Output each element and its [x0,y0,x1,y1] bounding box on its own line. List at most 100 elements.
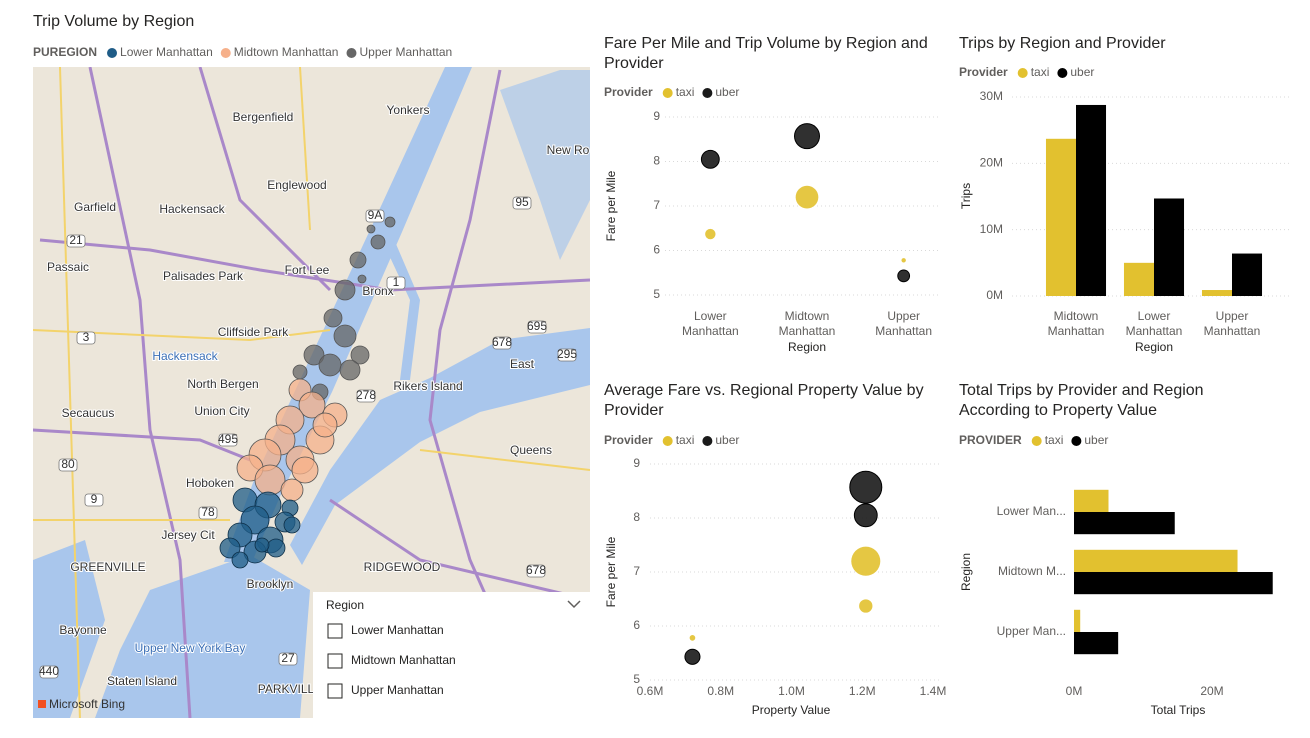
slicer-item[interactable]: Upper Manhattan [351,683,444,697]
slicer-item[interactable]: Midtown Manhattan [351,653,456,667]
place-label: Queens [510,443,552,457]
chart-title: Total Trips by Provider and Region Accor… [959,382,1204,419]
bar [1074,489,1109,512]
bubble [689,635,696,641]
map-bubble [266,538,286,558]
place-label: Garfield [74,200,116,214]
place-label: Brooklyn [247,577,294,591]
place-label: Passaic [47,260,89,274]
slicer-checkbox[interactable] [327,683,343,699]
road-shield [365,209,385,223]
map-bubble [370,234,386,250]
y-tick-label: 7 [653,198,660,212]
chart: PROVIDER taxi uber Total Trips Region 0M 20M Lo… [959,433,1273,717]
bar [1123,262,1154,296]
map-bubble [318,353,342,377]
map-bubble [254,464,286,496]
road-shield [526,564,546,578]
map-bubble [350,345,370,365]
chart-title: Trips by Region and Provider [959,35,1166,52]
map-title: Trip Volume by Region [33,13,195,30]
bar [1076,104,1107,297]
place-label: Englewood [267,178,326,192]
place-label: Cliffside Park [218,325,289,339]
chart: Provider taxi uber Region Fare per Mile 5 6 7 8 9… [604,85,940,354]
map-bubble [323,308,343,328]
place-label: Fort Lee [285,263,330,277]
bar [1074,632,1119,655]
bar [1074,512,1175,535]
legend-label: uber [715,433,739,447]
y-axis-title: Fare per Mile [604,536,618,607]
bar [1074,572,1273,595]
road-shield-label: 678 [526,563,546,577]
road-shield [198,506,218,520]
x-tick-label: Upper Manhattan [875,309,932,338]
map-bubble [292,364,308,380]
map-bubble [219,537,241,559]
map-bubble [291,456,319,484]
y-tick-label: 9 [653,109,660,123]
water [500,70,590,260]
y-tick-label: 30M [980,89,1003,103]
legend-label: uber [1070,65,1094,79]
y-axis-title: Fare per Mile [604,170,618,241]
legend-marker [1031,436,1042,446]
bar [1074,609,1081,632]
map-bubble [280,478,304,502]
map-bubble [366,224,376,234]
road-shield-label: 278 [356,388,376,402]
x-tick-label: 1.4M [920,684,947,698]
x-tick-label: 20M [1200,684,1223,698]
place-label: Hoboken [186,476,234,490]
bubble [684,648,701,665]
legend-label: taxi [1031,65,1050,79]
slicer-title: Region [326,598,364,612]
bubble [851,546,881,576]
map-bubble [349,251,367,269]
slicer-item[interactable]: Lower Manhattan [351,623,444,637]
road-shield [356,389,376,403]
place-label: Hackensack [152,349,218,363]
legend-title: Provider [959,65,1008,79]
map-bubble [357,274,367,284]
x-tick-label: 1.0M [778,684,805,698]
x-tick-label: Lower Manhattan [1126,309,1183,338]
y-tick-label: 6 [633,618,640,632]
y-tick-label: Midtown M... [998,564,1066,578]
road-shield-label: 295 [557,347,577,361]
water [382,230,420,380]
x-tick-label: 0.8M [707,684,734,698]
bubble [849,470,883,504]
map-bubble [303,344,325,366]
legend-marker [1017,68,1028,78]
x-axis-title: Region [1135,340,1173,354]
x-tick-label: Midtown Manhattan [779,309,836,338]
y-tick-label: 5 [633,672,640,686]
place-label: PARKVILLE [258,682,322,696]
water [95,555,310,718]
place-label: Yonkers [387,103,430,117]
road-shield [557,348,577,362]
bubble [853,503,878,528]
place-label: Staten Island [107,674,177,688]
x-tick-label: 0.6M [637,684,664,698]
bubble [794,123,820,150]
road-shield [386,276,406,290]
legend-label: Upper Manhattan [359,45,452,59]
bubble [897,269,911,283]
place-label: Upper New York Bay [135,641,246,655]
road-shield [527,320,547,334]
slicer-checkbox[interactable] [327,653,343,669]
slicer-dropdown[interactable] [567,600,581,609]
road-shield [39,665,59,679]
slicer [313,592,590,718]
legend-marker [1071,436,1082,446]
map-bubble [333,324,357,348]
legend-label: taxi [676,433,695,447]
slicer-checkbox[interactable] [327,623,343,639]
place-label: RIDGEWOOD [364,560,441,574]
chart: Provider taxi uber Region Trips 0M 10M 20M 30M Mi… [959,65,1292,354]
legend-label: Midtown Manhattan [234,45,339,59]
road-shield-label: 695 [527,319,547,333]
